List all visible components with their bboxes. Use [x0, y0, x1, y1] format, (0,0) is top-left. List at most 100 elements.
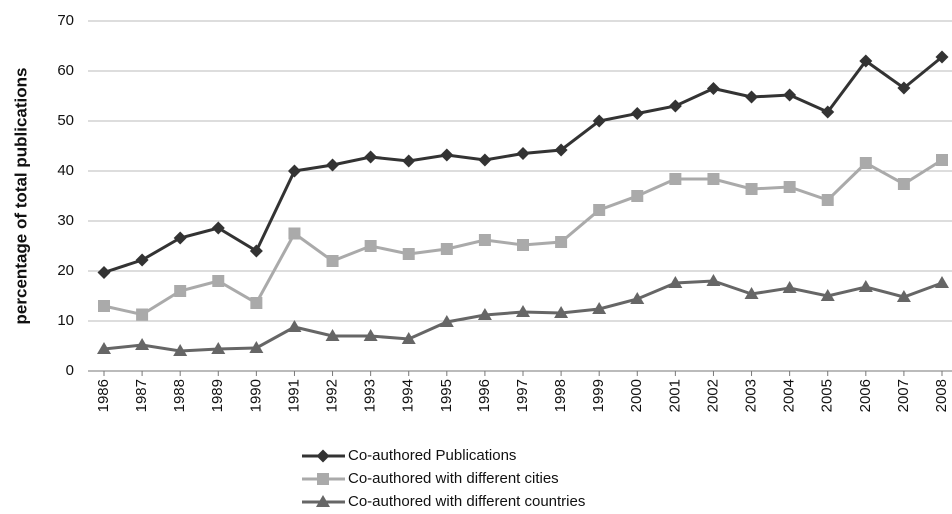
marker — [440, 148, 454, 162]
marker — [554, 143, 568, 157]
legend-marker — [316, 449, 330, 463]
marker — [401, 332, 416, 344]
marker — [897, 81, 911, 95]
marker — [478, 153, 492, 167]
x-tick-label: 2003 — [743, 379, 760, 412]
y-tick-label: 40 — [57, 162, 74, 179]
marker — [821, 194, 834, 206]
marker — [896, 290, 911, 302]
marker — [592, 114, 606, 128]
marker — [897, 178, 910, 190]
x-tick-label: 1989 — [209, 379, 226, 412]
marker — [402, 154, 416, 168]
marker — [136, 308, 149, 321]
x-tick-label: 1999 — [590, 379, 607, 412]
y-tick-label: 10 — [57, 312, 74, 329]
series-line — [103, 158, 943, 317]
y-tick-label: 50 — [57, 112, 74, 129]
marker — [173, 344, 188, 356]
marker — [364, 240, 377, 252]
y-tick-label: 30 — [57, 212, 74, 229]
marker — [936, 154, 948, 166]
marker — [516, 147, 530, 160]
marker — [439, 315, 454, 327]
y-tick-label: 70 — [57, 12, 74, 29]
x-tick-label: 1992 — [324, 379, 341, 412]
marker — [669, 173, 682, 185]
x-tick-label: 2008 — [933, 379, 950, 412]
marker — [707, 173, 720, 185]
marker — [745, 183, 758, 195]
x-tick-label: 2006 — [857, 379, 874, 412]
y-tick-label: 20 — [57, 262, 74, 279]
marker — [212, 275, 225, 287]
legend-marker — [317, 473, 329, 485]
marker — [706, 274, 721, 286]
marker — [173, 231, 187, 245]
x-tick-label: 1991 — [285, 379, 302, 412]
x-tick-label: 1996 — [476, 379, 493, 412]
marker — [174, 285, 187, 297]
x-tick-label: 2002 — [704, 379, 721, 412]
x-tick-label: 1995 — [438, 379, 455, 412]
marker — [668, 99, 682, 113]
marker — [326, 255, 339, 267]
marker — [288, 227, 301, 240]
marker — [211, 221, 225, 235]
marker — [554, 306, 569, 318]
marker — [744, 287, 759, 299]
x-tick-label: 1990 — [247, 379, 264, 412]
marker — [364, 150, 378, 164]
marker — [249, 341, 264, 353]
marker — [820, 289, 835, 301]
x-tick-label: 1988 — [171, 379, 188, 412]
x-tick-label: 1998 — [552, 379, 569, 412]
marker — [783, 181, 796, 193]
marker — [135, 253, 149, 267]
y-tick-label: 0 — [66, 362, 74, 379]
y-axis-label: percentage of total publications — [11, 68, 30, 325]
marker — [630, 107, 644, 120]
marker — [858, 280, 873, 292]
x-tick-label: 2007 — [895, 379, 912, 412]
legend-marker — [316, 495, 330, 507]
marker — [782, 281, 797, 293]
marker — [592, 302, 607, 314]
marker — [363, 329, 378, 341]
marker — [477, 308, 492, 320]
x-tick-label: 1994 — [400, 379, 417, 412]
marker — [287, 320, 302, 332]
marker — [97, 266, 111, 279]
x-tick-label: 1997 — [514, 379, 531, 412]
x-tick-label: 1986 — [95, 379, 112, 412]
marker — [706, 82, 720, 95]
x-tick-label: 1987 — [133, 379, 150, 412]
x-tick-label: 2000 — [628, 379, 645, 412]
marker — [287, 164, 301, 178]
marker — [402, 248, 415, 260]
marker — [98, 300, 110, 312]
marker — [593, 204, 606, 216]
x-tick-label: 2005 — [819, 379, 836, 412]
marker — [135, 338, 150, 350]
legend-label: Co-authored with different countries — [348, 493, 585, 510]
marker — [631, 190, 644, 202]
marker — [325, 329, 340, 341]
marker — [516, 305, 530, 317]
marker — [859, 157, 872, 169]
x-tick-label: 2004 — [781, 379, 798, 412]
marker — [745, 90, 759, 104]
x-tick-label: 2001 — [666, 379, 683, 412]
marker — [859, 54, 873, 68]
y-tick-label: 60 — [57, 62, 74, 79]
marker — [821, 105, 835, 119]
marker — [440, 243, 453, 255]
marker — [326, 158, 340, 172]
marker — [935, 276, 949, 288]
legend-label: Co-authored with different cities — [348, 470, 559, 487]
marker — [249, 244, 263, 258]
marker — [97, 342, 111, 354]
marker — [517, 239, 529, 251]
marker — [935, 50, 949, 64]
marker — [478, 234, 491, 246]
